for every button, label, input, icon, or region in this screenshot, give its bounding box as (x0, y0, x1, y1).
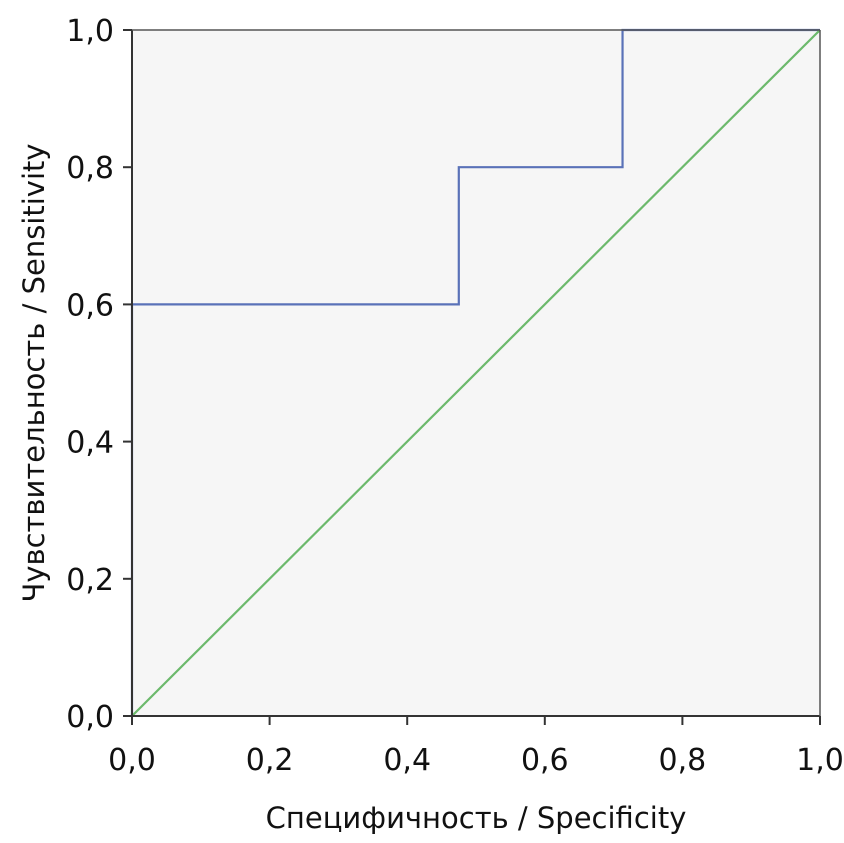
x-axis-label: Специфичность / Specificity (266, 801, 687, 835)
x-tick-label: 1,0 (796, 743, 844, 778)
x-tick-label: 0,8 (659, 743, 707, 778)
axes (131, 29, 821, 717)
ticks: 0,0 0,2 0,4 0,6 0,8 1,0 0,0 0,2 0,4 0,6 0,8 1,0 (66, 14, 844, 778)
y-tick-label: 0,8 (66, 151, 114, 186)
x-tick-label: 0,6 (521, 743, 569, 778)
y-tick-label: 0,0 (66, 700, 114, 735)
y-tick-label: 0,4 (66, 426, 114, 461)
reference-diagonal-line (131, 29, 821, 717)
y-tick-label: 1,0 (66, 14, 114, 49)
x-tick-label: 0,4 (383, 743, 431, 778)
y-tick-label: 0,2 (66, 563, 114, 598)
x-tick-label: 0,2 (246, 743, 294, 778)
x-tick-label: 0,0 (108, 743, 156, 778)
y-tick-label: 0,6 (66, 288, 114, 323)
y-axis-label: Чувствительность / Sensitivity (17, 143, 51, 602)
